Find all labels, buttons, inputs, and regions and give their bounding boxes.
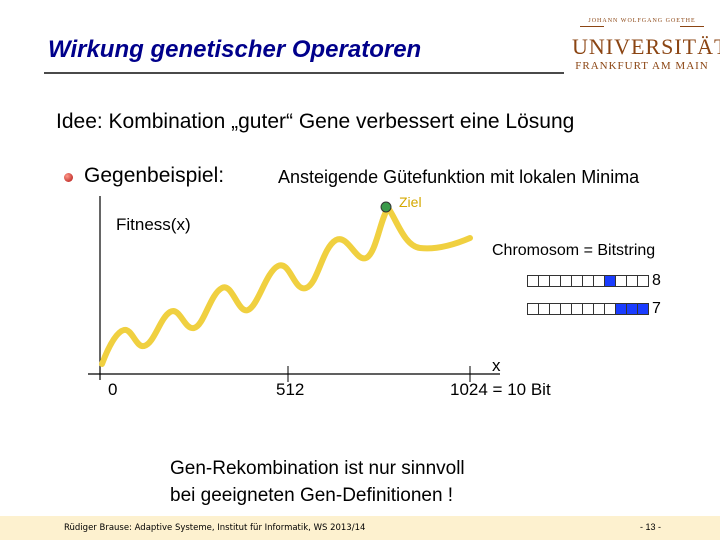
bitstring-8: [527, 275, 649, 287]
goal-marker: [380, 201, 392, 213]
bit-cell: [637, 275, 649, 287]
bitstring-8-label: 8: [652, 272, 661, 289]
bit-cell: [637, 303, 649, 315]
footer-credit: Rüdiger Brause: Adaptive Systeme, Instit…: [64, 523, 366, 533]
tick-label-0: 0: [108, 380, 118, 399]
page-number: - 13 -: [640, 522, 662, 532]
bullet-icon: [64, 173, 73, 182]
idea-label: Idee:: [56, 110, 103, 133]
tick-label-1024: 1024 = 10 Bit: [450, 380, 551, 399]
x-axis-label: x: [492, 356, 501, 375]
logo-line-3: FRANKFURT AM MAIN: [575, 60, 709, 72]
chromosome-label: Chromosom = Bitstring: [492, 242, 656, 259]
logo-rule-left: [580, 26, 604, 27]
conclusion-line-1: Gen-Rekombination ist nur sinnvoll: [170, 458, 465, 479]
conclusion: Gen-Rekombination ist nur sinnvoll bei g…: [170, 455, 465, 509]
title-divider: [44, 72, 564, 74]
logo-line-2: UNIVERSITÄT: [572, 34, 720, 59]
footer: Rüdiger Brause: Adaptive Systeme, Instit…: [0, 516, 720, 540]
logo-rule-right: [680, 26, 704, 27]
bitstring-7-label: 7: [652, 300, 661, 317]
counterexample-text: Ansteigende Gütefunktion mit lokalen Min…: [278, 167, 640, 187]
fitness-curve: [99, 205, 473, 367]
goal-label: Ziel: [399, 194, 422, 210]
logo-line-1: JOHANN WOLFGANG GOETHE: [588, 18, 696, 24]
university-logo: JOHANN WOLFGANG GOETHE UNIVERSITÄT FRANK…: [572, 10, 720, 76]
conclusion-line-2: bei geeigneten Gen-Definitionen !: [170, 485, 454, 506]
idea-text: Kombination „guter“ Gene verbessert eine…: [102, 110, 575, 133]
counterexample-label: Gegenbeispiel:: [84, 164, 225, 187]
bitstring-7: [527, 303, 649, 315]
idea-statement: Idee: Kombination „guter“ Gene verbesser…: [56, 110, 574, 134]
tick-label-512: 512: [276, 380, 305, 399]
y-axis-label: Fitness(x): [116, 215, 191, 234]
slide-title: Wirkung genetischer Operatoren: [48, 36, 422, 63]
